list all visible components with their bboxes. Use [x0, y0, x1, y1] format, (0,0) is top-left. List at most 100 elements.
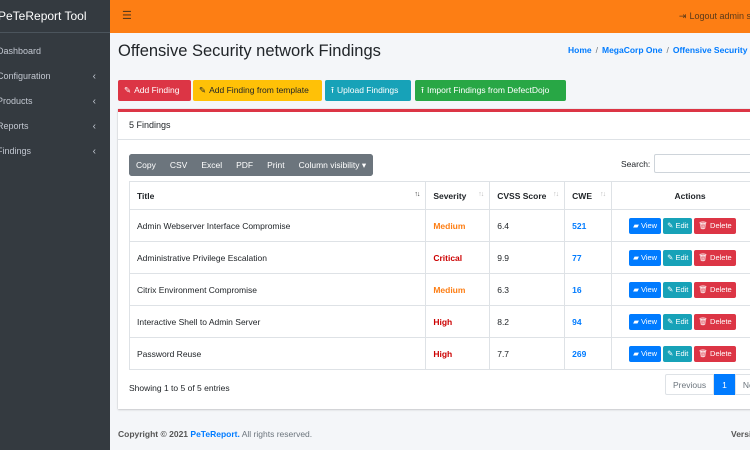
sort-icon: ↑↓: [553, 191, 559, 198]
edit-button[interactable]: ✎ Edit: [663, 281, 693, 298]
cwe-link[interactable]: 94: [572, 316, 582, 327]
table-row: Password Reuse High 7.7 269 ▰ View ✎ Edit…: [128, 337, 750, 370]
delete-button[interactable]: 🗑 Delete: [694, 281, 736, 298]
breadcrumb-separator: /: [595, 45, 598, 55]
sidebar: PeTeReport Tool Dashboard Configuration ‹…: [0, 0, 110, 450]
view-button[interactable]: ▰ View: [629, 313, 662, 330]
cwe-link[interactable]: 521: [572, 220, 587, 231]
pdf-button[interactable]: PDF: [229, 154, 261, 176]
cwe-cell: 77: [564, 241, 613, 274]
view-button[interactable]: ▰ View: [629, 217, 662, 234]
breadcrumb-customer[interactable]: MegaCorp One: [602, 45, 663, 55]
pagination: Previous 1 Ne: [665, 374, 750, 395]
delete-label: Delete: [710, 316, 732, 326]
sidebar-item-configuration[interactable]: Configuration ‹: [0, 64, 110, 89]
cwe-link[interactable]: 77: [572, 252, 582, 263]
delete-button[interactable]: 🗑 Delete: [694, 345, 736, 362]
delete-button[interactable]: 🗑 Delete: [694, 249, 736, 266]
column-header-cwe[interactable]: CWE ↑↓: [564, 181, 613, 210]
cwe-link[interactable]: 269: [572, 348, 587, 359]
edit-label: Edit: [675, 316, 689, 326]
edit-label: Edit: [675, 252, 689, 262]
sidebar-item-dashboard[interactable]: Dashboard: [0, 39, 110, 64]
severity-badge: High: [425, 337, 491, 370]
view-button[interactable]: ▰ View: [629, 249, 662, 266]
add-from-template-label: Add Finding from template: [209, 85, 309, 95]
caret-down-icon: ▾: [361, 160, 367, 170]
delete-label: Delete: [710, 252, 732, 262]
trash-icon: 🗑: [698, 348, 708, 358]
top-navbar: ☰ ⇥ Logout admin se: [110, 0, 750, 33]
trash-icon: 🗑: [698, 220, 708, 230]
search-input[interactable]: [654, 154, 750, 173]
edit-button[interactable]: ✎ Edit: [663, 217, 693, 234]
delete-button[interactable]: 🗑 Delete: [694, 313, 736, 330]
import-defectdojo-button[interactable]: ⭱ Import Findings from DefectDojo: [415, 80, 566, 101]
column-header-severity[interactable]: Severity ↑↓: [425, 181, 491, 210]
edit-button[interactable]: ✎ Edit: [663, 249, 693, 266]
cwe-cell: 94: [564, 305, 613, 338]
cvss-score: 6.3: [489, 273, 566, 306]
finding-title: Citrix Environment Compromise: [128, 273, 427, 306]
add-finding-button[interactable]: ✎ Add Finding: [118, 80, 191, 101]
footer: Copyright © 2021 PeTeReport. All rights …: [118, 429, 312, 439]
edit-label: Edit: [675, 284, 689, 294]
severity-badge: High: [425, 305, 491, 338]
delete-label: Delete: [710, 348, 732, 358]
folder-icon: ▰: [633, 252, 639, 262]
delete-label: Delete: [710, 220, 732, 230]
cvss-score: 7.7: [489, 337, 566, 370]
chevron-left-icon: ‹: [92, 146, 96, 157]
hamburger-menu-icon[interactable]: ☰: [122, 10, 132, 22]
column-header-cvss[interactable]: CVSS Score ↑↓: [489, 181, 566, 210]
breadcrumb-home[interactable]: Home: [568, 45, 592, 55]
delete-button[interactable]: 🗑 Delete: [694, 217, 736, 234]
chevron-left-icon: ‹: [92, 96, 96, 107]
sidebar-item-reports[interactable]: Reports ‹: [0, 114, 110, 139]
column-visibility-button[interactable]: Column visibility ▾: [291, 154, 374, 176]
column-label: Title: [137, 190, 155, 201]
copy-button[interactable]: Copy: [129, 154, 163, 176]
upload-icon: ⭱: [421, 85, 424, 95]
trash-icon: 🗑: [698, 316, 708, 326]
edit-label: Edit: [675, 348, 689, 358]
sidebar-item-label: Reports: [0, 121, 29, 131]
sidebar-item-findings[interactable]: Findings ‹: [0, 139, 110, 164]
pagination-next[interactable]: Ne: [734, 374, 750, 395]
add-finding-label: Add Finding: [134, 85, 180, 95]
severity-badge: Medium: [425, 209, 491, 242]
brand-title[interactable]: PeTeReport Tool: [0, 0, 110, 33]
pagination-previous[interactable]: Previous: [665, 374, 715, 395]
view-button[interactable]: ▰ View: [629, 281, 662, 298]
sidebar-item-products[interactable]: Products ‹: [0, 89, 110, 114]
edit-button[interactable]: ✎ Edit: [663, 313, 693, 330]
print-button[interactable]: Print: [260, 154, 292, 176]
edit-label: Edit: [675, 220, 689, 230]
excel-button[interactable]: Excel: [194, 154, 230, 176]
sort-icon: ↑↓: [478, 191, 484, 198]
sidebar-item-label: Configuration: [0, 71, 51, 81]
add-finding-from-template-button[interactable]: ✎ Add Finding from template: [193, 80, 322, 101]
column-header-actions[interactable]: Actions: [611, 181, 750, 210]
cvss-score: 6.4: [489, 209, 566, 242]
breadcrumb-report[interactable]: Offensive Security n: [672, 45, 750, 55]
csv-button[interactable]: CSV: [162, 154, 195, 176]
logout-link[interactable]: ⇥ Logout admin se: [679, 11, 750, 22]
upload-findings-button[interactable]: ⭱ Upload Findings: [325, 80, 411, 101]
edit-icon: ✎: [667, 348, 674, 358]
pagination-page-1[interactable]: 1: [714, 374, 735, 395]
table-row: Interactive Shell to Admin Server High 8…: [128, 305, 750, 338]
cwe-cell: 269: [564, 337, 613, 370]
findings-card: 5 Findings Copy CSV Excel PDF Print Column vi…: [118, 109, 750, 409]
cwe-link[interactable]: 16: [572, 284, 582, 295]
view-button[interactable]: ▰ View: [629, 345, 662, 362]
actions-cell: ▰ View ✎ Edit 🗑 Delete: [611, 337, 750, 370]
chevron-left-icon: ‹: [92, 71, 96, 82]
edit-icon: ✎: [124, 85, 132, 95]
footer-brand-link[interactable]: PeTeReport.: [190, 429, 240, 439]
export-button-group: Copy CSV Excel PDF Print Column visibility ▾: [129, 154, 374, 176]
card-title: 5 Findings: [118, 112, 750, 140]
edit-button[interactable]: ✎ Edit: [663, 345, 693, 362]
column-header-title[interactable]: Title ↑↓: [128, 181, 427, 210]
upload-findings-label: Upload Findings: [336, 85, 399, 95]
